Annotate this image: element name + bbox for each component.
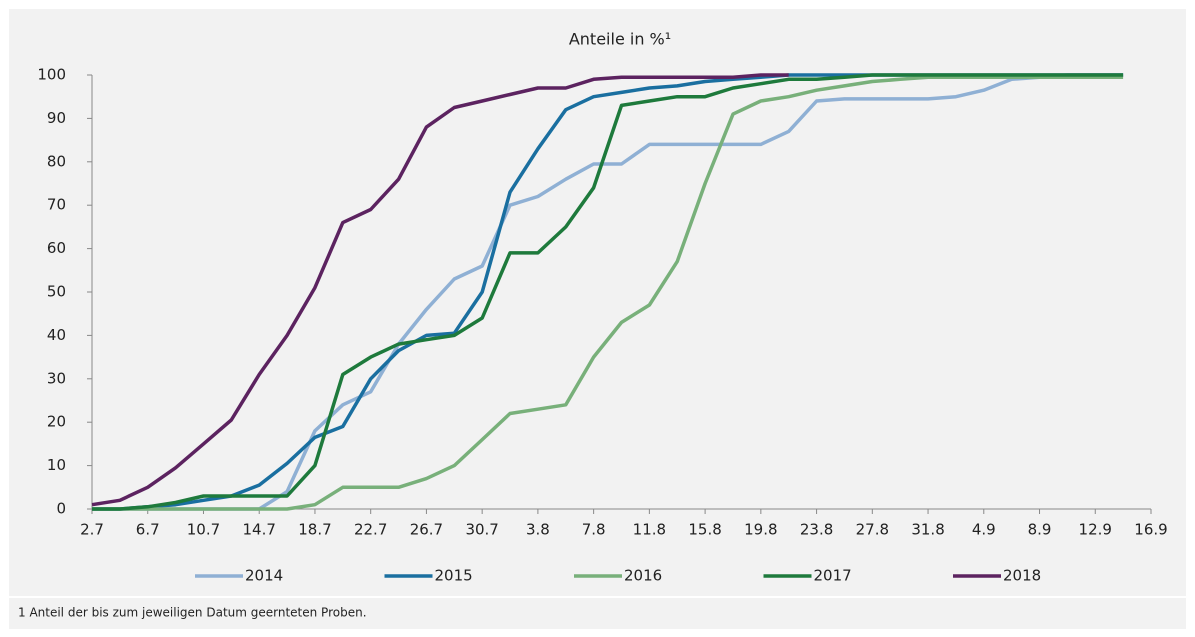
y-tick-label: 70 [47,196,66,214]
series-line [92,75,1124,511]
y-tick-label: 30 [47,369,66,387]
y-tick-label: 90 [47,109,66,127]
x-tick-label: 22.7 [354,521,387,539]
legend-label: 2018 [1003,567,1041,585]
x-tick-label: 19.8 [744,521,777,539]
y-tick-label: 40 [47,326,66,344]
y-tick-label: 0 [56,500,66,518]
x-tick-label: 4.9 [972,521,996,539]
legend-label: 2016 [624,567,662,585]
series-line [92,73,1124,511]
x-tick-label: 6.7 [136,521,160,539]
x-tick-label: 10.7 [187,521,220,539]
x-tick-label: 3.8 [526,521,550,539]
chart-background [9,9,1186,629]
x-tick-label: 8.9 [1028,521,1052,539]
y-tick-label: 20 [47,413,66,431]
y-tick-label: 60 [47,239,66,257]
y-tick-label: 10 [47,456,66,474]
x-tick-label: 12.9 [1079,521,1112,539]
chart-title: Anteile in %¹ [569,30,671,49]
x-tick-label: 27.8 [856,521,889,539]
legend-label: 2017 [814,567,852,585]
x-tick-label: 2.7 [80,521,104,539]
x-tick-label: 15.8 [688,521,721,539]
legend-label: 2014 [245,567,283,585]
x-tick-label: 31.8 [911,521,944,539]
x-tick-label: 7.8 [582,521,606,539]
x-tick-label: 16.9 [1134,521,1167,539]
y-tick-label: 80 [47,152,66,170]
x-tick-label: 30.7 [465,521,498,539]
footnote: 1 Anteil der bis zum jeweiligen Datum ge… [18,606,367,620]
y-tick-label: 50 [47,283,66,301]
x-tick-label: 26.7 [410,521,443,539]
series-line [92,73,1124,511]
x-tick-label: 23.8 [800,521,833,539]
x-tick-label: 18.7 [298,521,331,539]
legend-label: 2015 [435,567,473,585]
x-tick-label: 11.8 [633,521,666,539]
series-line [91,73,789,507]
x-tick-label: 14.7 [243,521,276,539]
y-tick-label: 100 [37,66,66,84]
